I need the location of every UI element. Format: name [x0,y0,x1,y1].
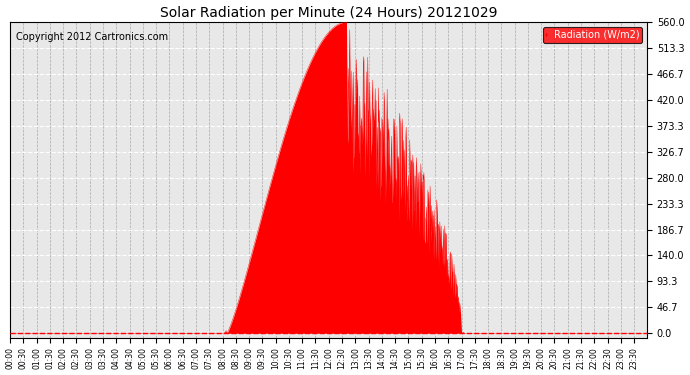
Text: Copyright 2012 Cartronics.com: Copyright 2012 Cartronics.com [17,32,168,42]
Legend: Radiation (W/m2): Radiation (W/m2) [543,27,642,43]
Title: Solar Radiation per Minute (24 Hours) 20121029: Solar Radiation per Minute (24 Hours) 20… [160,6,497,20]
